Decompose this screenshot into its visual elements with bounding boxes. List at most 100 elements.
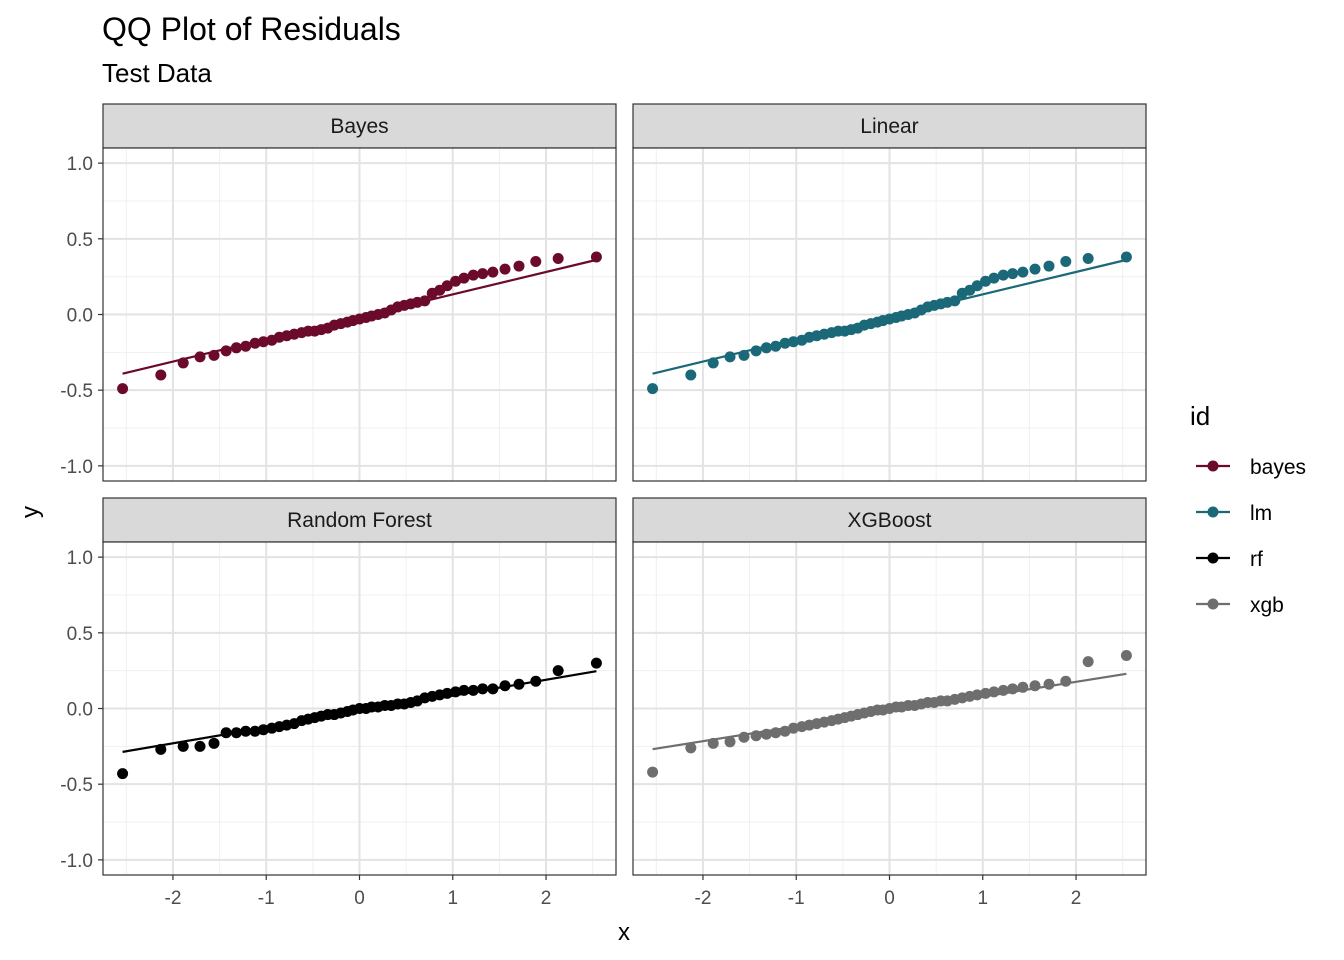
qq-point bbox=[477, 268, 489, 280]
qq-point bbox=[1007, 268, 1019, 280]
qq-point bbox=[980, 275, 992, 287]
legend-label: lm bbox=[1250, 502, 1272, 525]
x-tick-label: 1 bbox=[447, 888, 458, 909]
y-tick-label: -0.5 bbox=[60, 775, 93, 796]
qq-point bbox=[450, 275, 462, 287]
qq-point bbox=[194, 351, 206, 363]
qq-point bbox=[220, 345, 232, 357]
facet-panel-bayes: Bayes -1.0 -0.5 0.0 0.5 1.0 bbox=[60, 103, 617, 482]
y-tick-label: 0.5 bbox=[67, 624, 93, 645]
y-tick-label: 1.0 bbox=[67, 154, 93, 175]
legend-item-lm: lm bbox=[1196, 502, 1272, 525]
qq-point bbox=[177, 740, 189, 752]
qq-point bbox=[230, 342, 242, 354]
y-tick-label: 0.0 bbox=[67, 700, 93, 721]
qq-point bbox=[988, 686, 1000, 698]
qq-point bbox=[685, 742, 697, 754]
qq-point bbox=[467, 684, 479, 696]
legend-point bbox=[1207, 552, 1219, 564]
qq-point bbox=[513, 260, 525, 272]
qq-point bbox=[647, 383, 659, 395]
qq-point bbox=[257, 724, 269, 736]
x-tick-label: 2 bbox=[541, 888, 552, 909]
facet-strip-label: Bayes bbox=[330, 115, 388, 138]
facet-strip-label: XGBoost bbox=[847, 509, 931, 532]
qq-point bbox=[1060, 256, 1072, 268]
chart-subtitle: Test Data bbox=[102, 58, 212, 88]
qq-point bbox=[779, 337, 791, 349]
qq-point bbox=[1043, 678, 1055, 690]
qq-point bbox=[1120, 650, 1132, 662]
qq-point bbox=[155, 369, 167, 381]
qq-point bbox=[787, 722, 799, 734]
qq-point bbox=[467, 269, 479, 281]
qq-point bbox=[230, 727, 242, 739]
qq-point bbox=[707, 357, 719, 369]
qq-point bbox=[707, 737, 719, 749]
legend-label: bayes bbox=[1250, 456, 1306, 479]
facet-strip-label: Random Forest bbox=[287, 509, 432, 532]
qq-point bbox=[450, 686, 462, 698]
qq-point bbox=[760, 728, 772, 740]
legend-label: xgb bbox=[1250, 594, 1284, 617]
qq-point bbox=[760, 342, 772, 354]
qq-point bbox=[787, 336, 799, 348]
qq-point bbox=[750, 345, 762, 357]
qq-point bbox=[685, 369, 697, 381]
qq-point bbox=[724, 351, 736, 363]
x-axis-title: x bbox=[618, 919, 630, 946]
qq-point bbox=[155, 743, 167, 755]
qq-point bbox=[177, 357, 189, 369]
qq-point bbox=[257, 336, 269, 348]
y-tick-label: 1.0 bbox=[67, 548, 93, 569]
qq-point bbox=[194, 740, 206, 752]
legend-point bbox=[1207, 460, 1219, 472]
qq-point bbox=[249, 337, 261, 349]
y-axis-title: y bbox=[17, 506, 44, 518]
qq-point bbox=[552, 252, 564, 264]
facet-panel-xgb: XGBoost -2 -1 0 1 2 bbox=[632, 497, 1147, 909]
y-tick-label: -1.0 bbox=[60, 851, 93, 872]
facet-strip bbox=[102, 103, 617, 149]
x-tick-label: 0 bbox=[884, 888, 895, 909]
qq-point bbox=[499, 263, 511, 275]
y-tick-label: -1.0 bbox=[60, 457, 93, 478]
qq-point bbox=[1060, 675, 1072, 687]
panel-border bbox=[632, 147, 1147, 482]
qq-point bbox=[458, 272, 470, 284]
qq-point bbox=[240, 725, 252, 737]
qq-point bbox=[220, 727, 232, 739]
qq-point bbox=[770, 340, 782, 352]
qq-point bbox=[770, 727, 782, 739]
qq-point bbox=[1043, 260, 1055, 272]
qq-point bbox=[117, 768, 129, 780]
qq-point bbox=[1120, 251, 1132, 263]
legend-point bbox=[1207, 598, 1219, 610]
x-tick-label: -2 bbox=[165, 888, 182, 909]
qq-point bbox=[971, 280, 983, 292]
qq-point bbox=[487, 266, 499, 278]
qq-point bbox=[988, 272, 1000, 284]
qq-point bbox=[441, 687, 453, 699]
qq-point bbox=[477, 683, 489, 695]
qq-point bbox=[208, 349, 220, 361]
qq-point bbox=[419, 295, 431, 307]
qq-point bbox=[750, 730, 762, 742]
legend-label: rf bbox=[1250, 548, 1263, 571]
qq-point bbox=[1082, 252, 1094, 264]
qq-point bbox=[590, 251, 602, 263]
qq-point bbox=[997, 269, 1009, 281]
qq-point bbox=[1017, 681, 1029, 693]
qq-point bbox=[980, 687, 992, 699]
y-tick-label: -0.5 bbox=[60, 381, 93, 402]
qq-point bbox=[590, 657, 602, 669]
qq-point bbox=[1029, 263, 1041, 275]
legend-title: id bbox=[1190, 401, 1210, 431]
qq-point bbox=[738, 349, 750, 361]
qq-point bbox=[552, 665, 564, 677]
legend-item-rf: rf bbox=[1196, 548, 1263, 571]
qq-point bbox=[441, 280, 453, 292]
qq-point bbox=[208, 737, 220, 749]
chart-title: QQ Plot of Residuals bbox=[102, 11, 401, 47]
